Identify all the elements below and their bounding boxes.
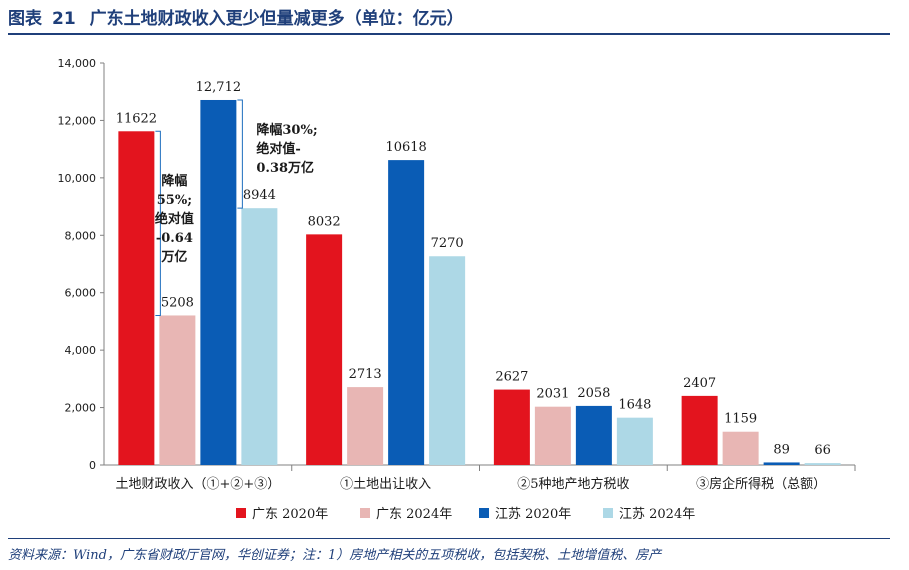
jiangsu-annotation-line: 降幅30%;	[256, 122, 317, 138]
legend-swatch-3	[603, 508, 613, 518]
bar-2-0	[200, 99, 237, 465]
legend-label-2: 江苏 2020年	[495, 506, 571, 522]
legend-label-3: 江苏 2024年	[619, 506, 695, 522]
figure-title: 图表 21 广东土地财政收入更少但量减更多（单位：亿元）	[8, 4, 901, 32]
guangdong-annotation-line: 万亿	[160, 249, 187, 265]
bar-value-label: 7270	[431, 236, 464, 251]
jiangsu-annotation-line: 绝对值-	[256, 141, 300, 157]
source-rule	[8, 538, 890, 539]
figure-number: 21	[52, 9, 76, 29]
x-category-label: ③房企所得税（总额）	[696, 476, 826, 492]
bar-value-label: 11622	[116, 111, 157, 126]
chart-legend: 广东 2020年 广东 2024年 江苏 2020年 江苏 2024年	[236, 506, 695, 522]
bar-value-label: 8032	[308, 214, 341, 229]
y-tick-label: 0	[89, 459, 96, 472]
legend-swatch-2	[479, 508, 489, 518]
bar-value-label: 89	[773, 442, 790, 457]
figure-label: 图表	[8, 9, 42, 29]
legend-swatch-1	[360, 508, 370, 518]
bar-1-2	[534, 406, 571, 465]
y-tick-label: 14,000	[58, 57, 97, 70]
bar-1-0	[159, 315, 196, 465]
legend-label-1: 广东 2024年	[376, 507, 452, 522]
y-tick-label: 6,000	[65, 287, 97, 300]
bar-value-label: 1159	[724, 412, 757, 427]
bar-value-label: 2031	[536, 387, 569, 402]
y-tick-label: 2,000	[65, 402, 97, 415]
figure-title-text: 广东土地财政收入更少但量减更多（单位：亿元）	[89, 9, 464, 29]
jiangsu-annotation-line: 0.38万亿	[256, 160, 314, 176]
bar-0-2	[493, 389, 530, 465]
y-tick-label: 12,000	[58, 114, 97, 127]
bar-2-1	[388, 160, 425, 466]
bar-value-label: 66	[814, 443, 831, 458]
bar-chart: 0 2,000 4,000 6,000 8,000 10,000 12,000 14,000 土…	[58, 57, 856, 522]
bar-1-1	[347, 387, 384, 465]
bar-value-label: 8944	[243, 188, 276, 203]
bar-value-label: 5208	[161, 295, 194, 310]
legend-label-0: 广东 2020年	[252, 507, 328, 522]
guangdong-annotation-line: 55%;	[157, 193, 192, 208]
bar-value-label: 2627	[495, 370, 528, 385]
bar-value-label: 2058	[577, 386, 610, 401]
x-category-label: ②5种地产地方税收	[517, 476, 629, 492]
y-tick-label: 4,000	[65, 344, 97, 357]
bar-3-1	[429, 256, 466, 465]
bar-value-label: 10618	[385, 140, 426, 155]
y-tick-label: 8,000	[65, 229, 97, 242]
guangdong-annotation-line: 降幅	[161, 173, 187, 189]
bar-3-3	[804, 463, 841, 465]
x-category-label: ①土地出让收入	[340, 477, 431, 492]
chart-annotations: 降幅 55%; 绝对值 -0.64 万亿 降幅30%; 绝对值- 0.38万亿	[155, 99, 318, 316]
title-rule	[8, 33, 890, 35]
bar-value-label: 2713	[349, 367, 382, 382]
bar-3-0	[241, 208, 278, 465]
bar-value-label: 1648	[618, 398, 651, 413]
guangdong-annotation-line: 绝对值	[155, 211, 194, 227]
bar-0-3	[681, 395, 718, 465]
chart-axes: 0 2,000 4,000 6,000 8,000 10,000 12,000 14,000 土…	[58, 57, 856, 492]
bar-2-2	[575, 405, 612, 465]
x-category-label: 土地财政收入（①+②+③）	[115, 477, 280, 492]
guangdong-decline-bracket	[155, 130, 161, 316]
chart-bars: 11622 5208 12,712 8944 8032 2713 10618 7270 2627…	[116, 80, 841, 466]
bar-0-1	[306, 234, 343, 465]
source-note: 资料来源：Wind，广东省财政厅官网，华创证券；注：1）房地产相关的五项税收，包…	[8, 548, 662, 563]
bar-2-3	[763, 462, 800, 465]
jiangsu-decline-bracket	[237, 99, 243, 209]
bar-3-2	[616, 417, 653, 465]
bar-value-label: 2407	[683, 376, 716, 391]
bar-0-0	[118, 131, 155, 465]
legend-swatch-0	[236, 508, 246, 518]
guangdong-annotation-line: -0.64	[156, 231, 193, 246]
bar-value-label: 12,712	[196, 80, 242, 95]
y-tick-label: 10,000	[58, 172, 97, 185]
bar-1-3	[722, 431, 759, 465]
